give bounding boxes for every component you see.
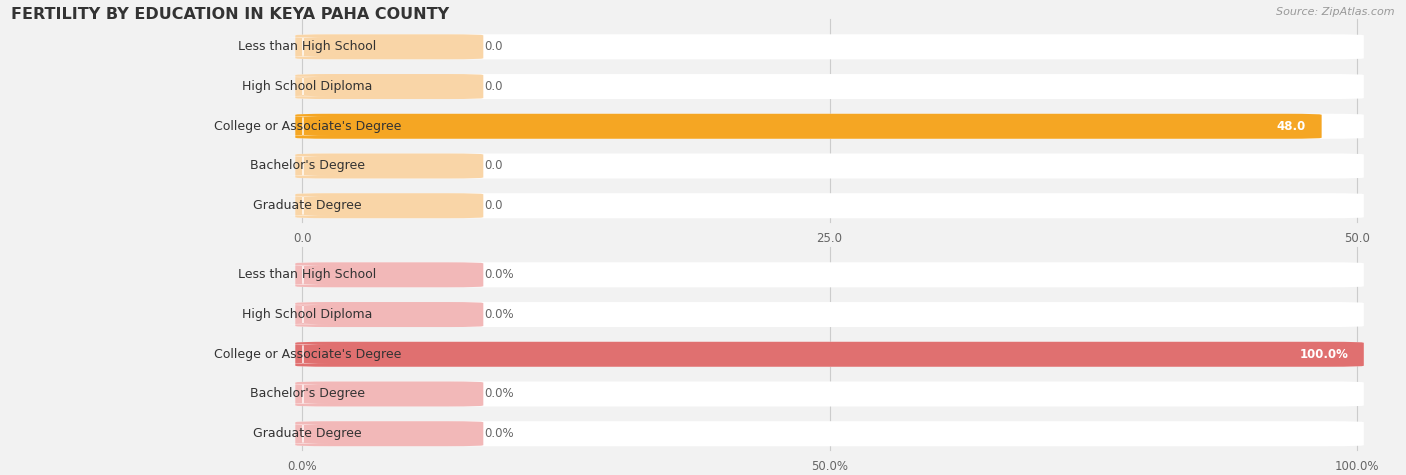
Text: 0.0: 0.0 — [292, 231, 312, 245]
Text: 0.0: 0.0 — [485, 40, 503, 53]
Text: College or Associate's Degree: College or Associate's Degree — [214, 120, 401, 133]
FancyBboxPatch shape — [295, 342, 1364, 367]
Text: Source: ZipAtlas.com: Source: ZipAtlas.com — [1277, 7, 1395, 17]
Text: 0.0: 0.0 — [485, 199, 503, 212]
FancyBboxPatch shape — [295, 381, 1364, 407]
Text: 0.0%: 0.0% — [287, 459, 318, 473]
FancyBboxPatch shape — [276, 156, 330, 176]
Text: 0.0: 0.0 — [485, 160, 503, 172]
FancyBboxPatch shape — [295, 74, 484, 99]
FancyBboxPatch shape — [276, 77, 330, 96]
Text: 100.0%: 100.0% — [1334, 459, 1379, 473]
Text: 50.0%: 50.0% — [811, 459, 848, 473]
FancyBboxPatch shape — [295, 421, 484, 446]
FancyBboxPatch shape — [295, 74, 1364, 99]
FancyBboxPatch shape — [295, 114, 1322, 139]
FancyBboxPatch shape — [295, 34, 484, 59]
FancyBboxPatch shape — [295, 34, 1364, 59]
FancyBboxPatch shape — [276, 37, 330, 57]
FancyBboxPatch shape — [276, 384, 330, 404]
FancyBboxPatch shape — [295, 153, 1364, 179]
Text: High School Diploma: High School Diploma — [242, 308, 373, 321]
Text: College or Associate's Degree: College or Associate's Degree — [214, 348, 401, 361]
FancyBboxPatch shape — [295, 421, 1364, 446]
FancyBboxPatch shape — [295, 153, 484, 179]
Text: 0.0: 0.0 — [485, 80, 503, 93]
Text: 100.0%: 100.0% — [1299, 348, 1348, 361]
FancyBboxPatch shape — [276, 196, 330, 216]
FancyBboxPatch shape — [295, 193, 1364, 218]
Text: 50.0: 50.0 — [1344, 231, 1369, 245]
Text: High School Diploma: High School Diploma — [242, 80, 373, 93]
FancyBboxPatch shape — [276, 116, 330, 136]
FancyBboxPatch shape — [276, 424, 330, 444]
Text: FERTILITY BY EDUCATION IN KEYA PAHA COUNTY: FERTILITY BY EDUCATION IN KEYA PAHA COUN… — [11, 7, 450, 22]
Text: 0.0%: 0.0% — [485, 308, 515, 321]
Text: Bachelor's Degree: Bachelor's Degree — [250, 388, 364, 400]
FancyBboxPatch shape — [295, 302, 484, 327]
FancyBboxPatch shape — [276, 305, 330, 324]
FancyBboxPatch shape — [295, 342, 1364, 367]
FancyBboxPatch shape — [295, 381, 484, 407]
Text: 25.0: 25.0 — [817, 231, 842, 245]
Text: 0.0%: 0.0% — [485, 427, 515, 440]
FancyBboxPatch shape — [295, 193, 484, 218]
FancyBboxPatch shape — [295, 262, 1364, 287]
FancyBboxPatch shape — [276, 344, 330, 364]
Text: Bachelor's Degree: Bachelor's Degree — [250, 160, 364, 172]
Text: 0.0%: 0.0% — [485, 268, 515, 281]
FancyBboxPatch shape — [295, 262, 484, 287]
Text: Graduate Degree: Graduate Degree — [253, 427, 361, 440]
Text: Graduate Degree: Graduate Degree — [253, 199, 361, 212]
Text: 48.0: 48.0 — [1277, 120, 1306, 133]
FancyBboxPatch shape — [295, 302, 1364, 327]
Text: 0.0%: 0.0% — [485, 388, 515, 400]
Text: Less than High School: Less than High School — [238, 268, 377, 281]
Text: Less than High School: Less than High School — [238, 40, 377, 53]
FancyBboxPatch shape — [276, 265, 330, 285]
FancyBboxPatch shape — [295, 114, 1364, 139]
